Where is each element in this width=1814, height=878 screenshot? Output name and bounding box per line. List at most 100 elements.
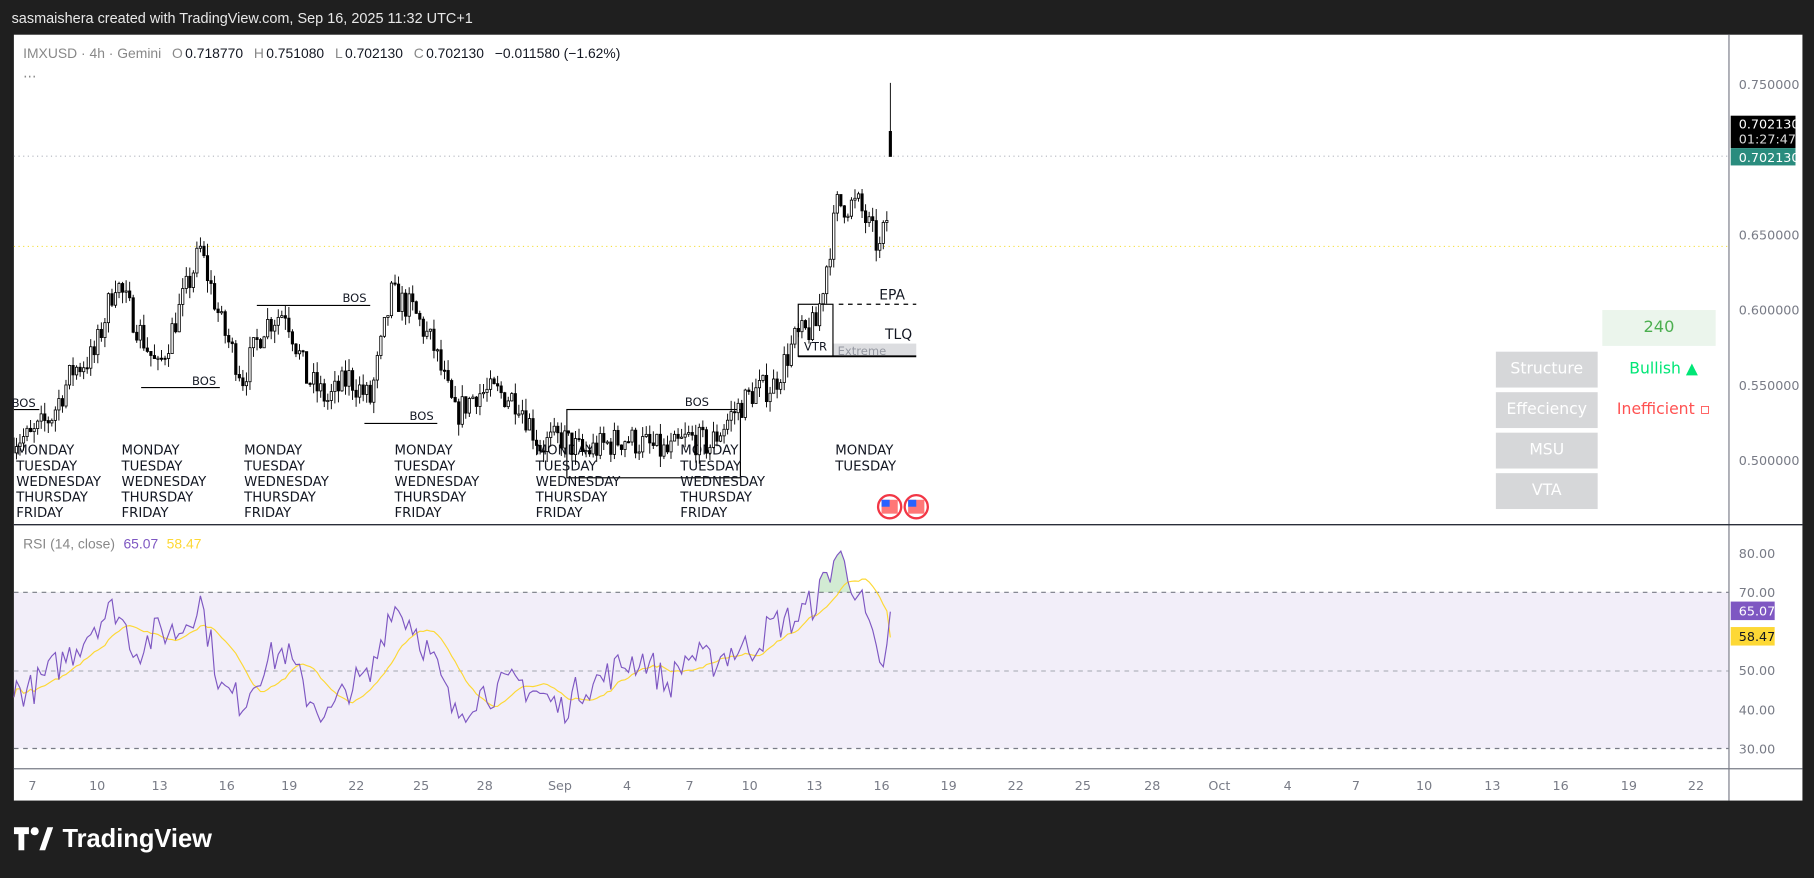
candle bbox=[425, 321, 429, 340]
weekday-label: MONDAY bbox=[244, 444, 303, 459]
weekday-label: MONDAY bbox=[835, 444, 894, 459]
candle bbox=[570, 432, 574, 462]
us-flag-icon[interactable] bbox=[903, 493, 929, 520]
candle bbox=[534, 429, 539, 456]
tradingview-logo[interactable]: TradingView bbox=[13, 824, 212, 854]
time-tick-label: 19 bbox=[1621, 778, 1637, 793]
candle bbox=[262, 335, 266, 349]
weekday-label: MONDAY bbox=[16, 444, 75, 459]
us-flag-icon[interactable] bbox=[876, 493, 903, 520]
weekday-label: TUESDAY bbox=[120, 459, 183, 474]
rsi-value-tag bbox=[1730, 601, 1775, 621]
candle bbox=[697, 423, 701, 464]
time-tick-label: 13 bbox=[1484, 778, 1500, 793]
candle bbox=[435, 348, 440, 362]
candle bbox=[389, 280, 394, 319]
candle bbox=[181, 278, 185, 317]
candle bbox=[644, 426, 648, 438]
candle bbox=[128, 281, 132, 302]
weekday-label: WEDNESDAY bbox=[244, 475, 330, 490]
candle bbox=[308, 382, 312, 387]
time-tick-label: 4 bbox=[1284, 778, 1292, 793]
candle bbox=[704, 426, 708, 459]
price-tick-label: 0.550000 bbox=[1739, 378, 1800, 393]
candle bbox=[595, 435, 599, 462]
candle bbox=[375, 351, 379, 389]
price-tick-label: 0.650000 bbox=[1739, 227, 1800, 242]
candle bbox=[205, 243, 210, 293]
weekday-label: MONDAY bbox=[121, 444, 180, 459]
time-tick-label: 7 bbox=[685, 778, 693, 793]
weekday-label: TUESDAY bbox=[243, 459, 306, 474]
rsi-tick-label: 80.00 bbox=[1739, 546, 1775, 561]
candle bbox=[481, 384, 486, 399]
price-axis[interactable]: 0.750000 0.650000 0.600000 0.550000 0.500000 bbox=[1739, 77, 1800, 468]
time-tick-label: Oct bbox=[1208, 778, 1230, 793]
candle bbox=[740, 399, 744, 418]
rsi-ma-value-tag-text: 58.47 bbox=[1739, 629, 1775, 644]
candle bbox=[658, 423, 662, 468]
weekday-label: MONDAY bbox=[394, 444, 453, 459]
economic-events-icons[interactable] bbox=[876, 493, 929, 520]
rsi-ma-line bbox=[13, 578, 891, 708]
more-indicators-button[interactable]: ... bbox=[23, 64, 37, 81]
rsi-axis[interactable]: 80.00 70.00 50.00 40.00 30.00 bbox=[1739, 546, 1775, 757]
time-axis[interactable]: 7 10 13 16 19 22 25 28 Sep 4 7 10 13 16 19 22 25 28 Oct 4 7 1… bbox=[28, 778, 1704, 793]
candle bbox=[372, 377, 376, 414]
candle bbox=[393, 274, 397, 287]
candle bbox=[159, 349, 164, 362]
symbol-legend[interactable]: IMXUSD · 4h · Gemini O 0.718770 H 0.751080… bbox=[23, 45, 623, 61]
candle bbox=[467, 396, 471, 418]
symbol-info[interactable]: IMXUSD · 4h · Gemini bbox=[23, 45, 162, 62]
candle bbox=[796, 323, 800, 338]
candle bbox=[343, 360, 348, 395]
candle bbox=[733, 401, 737, 425]
candle bbox=[602, 426, 606, 451]
candle bbox=[50, 418, 54, 427]
candle bbox=[174, 312, 178, 334]
candle bbox=[244, 372, 248, 396]
weekday-label: TUESDAY bbox=[535, 459, 598, 474]
time-tick-label: 19 bbox=[941, 778, 957, 793]
epa-label: EPA bbox=[879, 288, 905, 304]
last-price-tag-value: 0.702130 bbox=[1739, 150, 1800, 165]
candle bbox=[67, 364, 72, 390]
bos-label: BOS bbox=[342, 291, 366, 305]
candle bbox=[527, 413, 532, 431]
weekday-label: WEDNESDAY bbox=[16, 475, 102, 490]
candle bbox=[195, 241, 199, 278]
time-tick-label: 7 bbox=[1352, 778, 1360, 793]
candle bbox=[846, 213, 850, 222]
candle bbox=[623, 440, 627, 458]
candle bbox=[471, 394, 475, 400]
candle bbox=[821, 292, 825, 312]
candle bbox=[414, 300, 418, 314]
candle bbox=[563, 425, 567, 458]
candle bbox=[775, 371, 779, 399]
candle bbox=[672, 430, 677, 442]
candle bbox=[690, 425, 694, 441]
vta-label: VTA bbox=[1495, 473, 1598, 510]
candle bbox=[113, 280, 118, 308]
price-tick-label: 0.500000 bbox=[1739, 453, 1800, 468]
candle bbox=[619, 444, 624, 456]
rsi-tick-label: 70.00 bbox=[1739, 585, 1775, 600]
rsi-legend[interactable]: RSI (14, close) 65.07 58.47 bbox=[23, 536, 201, 552]
weekday-label: TUESDAY bbox=[679, 459, 742, 474]
candle bbox=[230, 337, 234, 353]
rsi-legend-value: 65.07 bbox=[123, 535, 159, 552]
candle bbox=[573, 430, 578, 465]
time-tick-label: 10 bbox=[1416, 778, 1432, 793]
candle bbox=[761, 374, 765, 383]
weekday-label: FRIDAY bbox=[121, 506, 169, 521]
candle bbox=[616, 425, 620, 447]
candle bbox=[825, 265, 829, 304]
rsi-ma-legend-value: 58.47 bbox=[166, 535, 202, 552]
candle bbox=[227, 328, 231, 349]
candle bbox=[92, 340, 96, 363]
candle bbox=[442, 360, 447, 380]
open-key: O bbox=[172, 45, 183, 62]
candle bbox=[333, 371, 337, 404]
